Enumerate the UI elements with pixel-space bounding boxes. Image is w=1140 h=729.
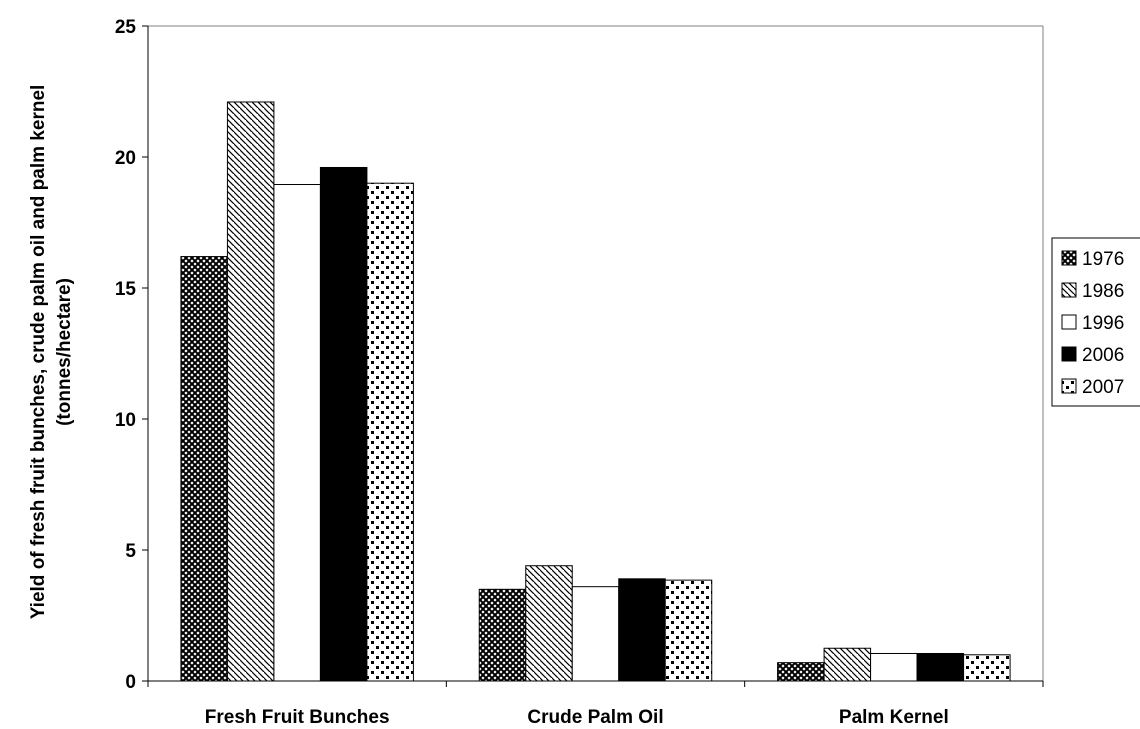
legend-label-1976: 1976 <box>1082 249 1124 270</box>
legend-swatch-1986 <box>1061 282 1077 298</box>
category-label: Crude Palm Oil <box>527 707 663 728</box>
legend-label-1996: 1996 <box>1082 313 1124 334</box>
legend-label-2006: 2006 <box>1082 345 1124 366</box>
category-label: Palm Kernel <box>839 707 949 728</box>
bar-2007-palm-kernel <box>963 654 1011 682</box>
legend-label-2007: 2007 <box>1082 377 1124 398</box>
bar-1996-fresh-fruit-bunches <box>273 184 321 682</box>
bars-group <box>180 101 1011 682</box>
bar-1986-palm-kernel <box>823 647 872 682</box>
legend-swatch-2006 <box>1061 346 1077 362</box>
bar-1986-fresh-fruit-bunches <box>226 101 275 682</box>
legend-swatch-2007 <box>1061 378 1077 394</box>
legend-swatch-1996 <box>1061 314 1077 330</box>
x-axis-ticks: Fresh Fruit Bunches Crude Palm Oil Palm Ke… <box>147 681 1044 728</box>
legend: 1976 1986 1996 2006 2007 <box>1051 237 1140 407</box>
bar-2006-fresh-fruit-bunches <box>319 166 368 682</box>
bar-1976-fresh-fruit-bunches <box>180 256 228 682</box>
legend-swatch-1976 <box>1061 250 1077 266</box>
bar-1996-crude-palm-oil <box>571 586 620 682</box>
bar-2006-crude-palm-oil <box>618 578 666 682</box>
category-label: Fresh Fruit Bunches <box>205 707 390 728</box>
legend-label-1986: 1986 <box>1082 281 1124 302</box>
bar-1986-crude-palm-oil <box>525 565 573 682</box>
y-tick-label: 0 <box>125 672 136 693</box>
bar-2006-palm-kernel <box>916 652 965 682</box>
y-axis-title-line2: (tonnes/hectare) <box>54 278 75 426</box>
bar-1996-palm-kernel <box>870 652 918 682</box>
bar-1976-palm-kernel <box>777 662 825 682</box>
bar-2007-crude-palm-oil <box>664 579 713 682</box>
bar-2007-fresh-fruit-bunches <box>366 182 414 682</box>
y-axis-ticks: 0 5 10 15 20 25 <box>115 17 148 693</box>
y-axis-title-line1: Yield of fresh fruit bunches, crude palm… <box>28 85 49 620</box>
y-tick-label: 5 <box>125 541 136 562</box>
y-tick-label: 15 <box>115 279 137 300</box>
y-tick-label: 20 <box>115 148 136 169</box>
bar-1976-crude-palm-oil <box>478 588 527 682</box>
y-tick-label: 25 <box>115 17 137 38</box>
y-tick-label: 10 <box>115 410 136 431</box>
